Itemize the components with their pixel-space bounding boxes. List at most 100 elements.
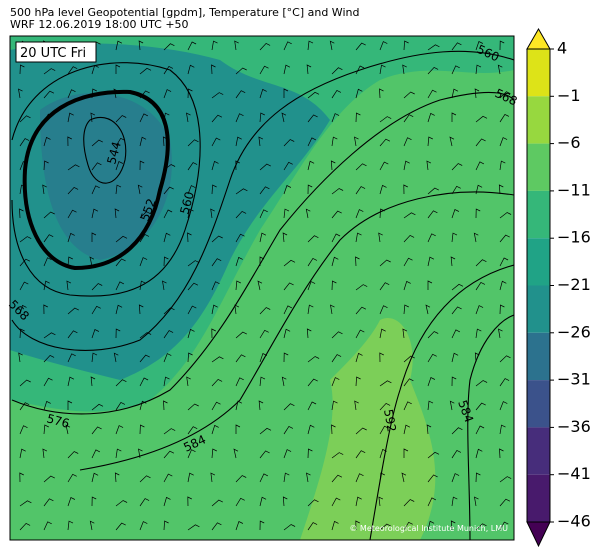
wind-barb: [139, 67, 152, 75]
wind-barb: [67, 89, 76, 99]
wind-barb: [234, 40, 239, 51]
wind-barb: [43, 234, 54, 243]
wind-barb: [475, 281, 486, 291]
wind-barb: [235, 210, 247, 219]
wind-barb: [451, 232, 458, 243]
wind-barb: [451, 306, 462, 315]
wind-barb: [138, 40, 144, 51]
wind-barb: [474, 496, 479, 507]
wind-barb: [451, 42, 462, 51]
wind-barb: [307, 91, 320, 99]
wind-barb: [211, 160, 219, 171]
wind-barb: [499, 378, 510, 387]
wind-barb: [163, 232, 171, 243]
wind-barb: [43, 90, 55, 99]
wind-barb: [187, 260, 200, 267]
wind-barb: [259, 65, 269, 75]
wind-barb: [403, 212, 416, 219]
wind-barb: [307, 160, 315, 171]
wind-barb: [283, 305, 293, 315]
wind-barb: [283, 425, 294, 435]
wind-barb: [115, 115, 127, 123]
wind-barb: [187, 162, 198, 171]
wind-barb: [137, 184, 143, 195]
wind-barb: [403, 424, 411, 435]
wind-barb: [379, 380, 392, 387]
wind-barb: [187, 472, 194, 483]
wind-barb: [67, 330, 78, 339]
wind-barb: [283, 185, 292, 195]
wind-barb: [307, 235, 319, 243]
wind-barb: [474, 88, 480, 99]
wind-barb: [307, 137, 317, 147]
wind-barb: [282, 232, 288, 243]
wind-barb: [427, 66, 439, 75]
wind-barb: [451, 449, 462, 459]
wind-barb: [67, 164, 80, 171]
wind-barb: [499, 137, 508, 147]
wind-barb: [211, 328, 216, 339]
wind-barb: [331, 256, 339, 267]
colorbar-band: [527, 238, 550, 286]
wind-barb: [283, 208, 290, 219]
wind-barb: [451, 352, 459, 363]
wind-barb: [259, 186, 270, 195]
wind-barb: [259, 88, 267, 99]
wind-barb: [259, 520, 265, 531]
wind-barb: [235, 377, 244, 387]
wind-barb: [379, 259, 391, 267]
wind-barb: [43, 136, 51, 147]
wind-barb: [499, 40, 505, 51]
wind-barb: [331, 377, 340, 387]
wind-barb: [211, 378, 223, 387]
wind-barb: [91, 64, 99, 75]
wind-barb: [139, 211, 151, 219]
wind-barb: [187, 403, 199, 411]
wind-barb: [403, 114, 414, 123]
wind-barb: [89, 256, 95, 267]
wind-barb: [331, 354, 342, 363]
wind-barb: [19, 425, 28, 435]
wind-barb: [211, 424, 219, 435]
wind-barb: [379, 352, 384, 363]
wind-barb: [499, 401, 508, 411]
contour-label: 592: [381, 408, 399, 433]
wind-barb: [331, 424, 336, 435]
wind-barb: [18, 88, 23, 99]
wind-barb: [451, 427, 463, 435]
wind-barb: [330, 304, 335, 315]
wind-barb: [115, 258, 126, 267]
wind-barb: [187, 449, 196, 459]
wind-barb: [187, 185, 196, 195]
wind-barb: [426, 424, 432, 435]
wind-barb: [235, 424, 241, 434]
wind-barb: [43, 280, 50, 291]
wind-barb: [379, 328, 386, 339]
wind-barb: [163, 65, 174, 75]
wind-barb: [331, 452, 344, 459]
wind-barb: [355, 163, 367, 171]
wind-barb: [43, 377, 53, 387]
wind-barb: [283, 524, 296, 531]
wind-barb: [115, 328, 121, 339]
wind-barb: [283, 161, 293, 171]
wind-barb: [259, 209, 268, 219]
wind-barb: [259, 232, 267, 243]
wind-barb: [403, 499, 415, 507]
wind-barb: [91, 305, 101, 315]
wind-barb: [451, 185, 461, 195]
wind-barb: [355, 329, 365, 339]
wind-barb: [43, 475, 55, 483]
wind-barb: [115, 448, 122, 459]
wind-barb: [283, 259, 296, 267]
wind-barb: [427, 210, 438, 219]
wind-barb: [258, 136, 264, 147]
wind-barb: [427, 520, 435, 531]
wind-barb: [379, 184, 387, 195]
wind-barb: [427, 451, 440, 459]
wind-barb: [139, 257, 148, 267]
wind-barb: [43, 160, 49, 171]
wind-barb: [355, 473, 364, 483]
wind-barb: [187, 305, 197, 315]
